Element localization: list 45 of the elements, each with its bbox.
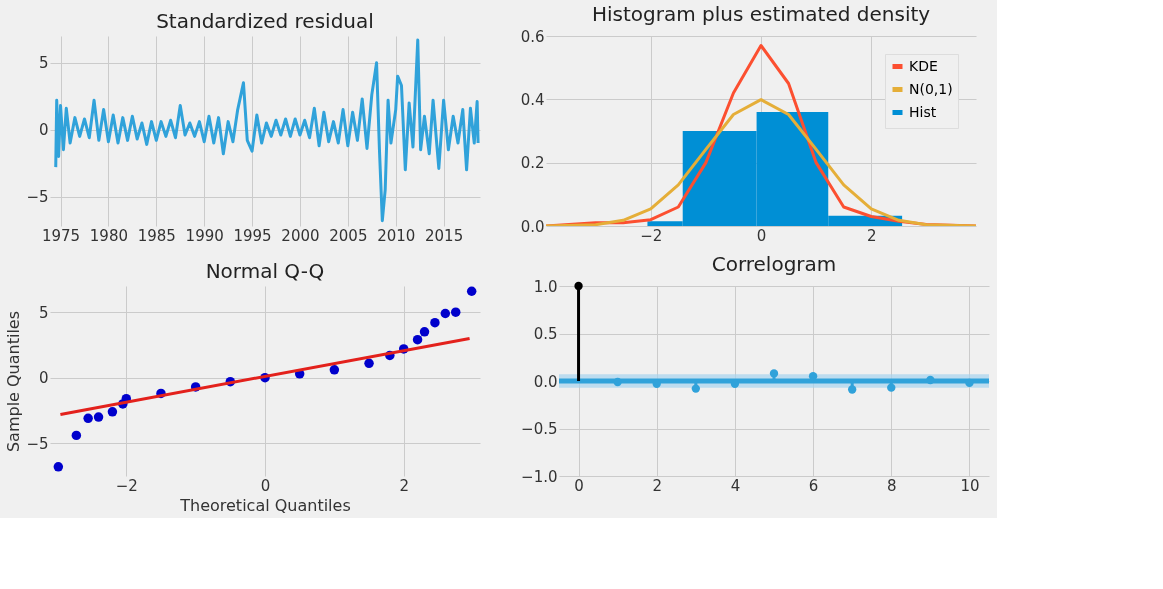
y-tick-label: 0 (38, 121, 49, 140)
y-axis-title: Sample Quantiles (4, 310, 24, 453)
x-tick-label: 1990 (185, 226, 224, 245)
x-tick-label: 1975 (41, 226, 81, 245)
x-tick-label: 0 (756, 226, 767, 245)
x-tick-label: 6 (808, 476, 819, 495)
chart-title: Standardized residual (156, 9, 374, 33)
legend-label: N(0,1) (909, 80, 953, 97)
x-tick-label: 1995 (233, 226, 272, 245)
x-tick-label: 2 (866, 226, 877, 245)
y-tick-label: −5 (26, 434, 49, 453)
x-tick-label: 8 (887, 476, 897, 495)
x-tick-label: 2 (652, 476, 662, 495)
y-tick-label: −1.0 (521, 467, 558, 486)
y-tick-label: −0.5 (521, 420, 558, 438)
x-tick-label: 10 (960, 476, 980, 495)
x-tick-label: 2 (399, 476, 409, 495)
y-tick-label: 0 (38, 369, 49, 388)
y-tick-label: 5 (38, 303, 49, 322)
x-tick-label: 2005 (329, 226, 368, 245)
x-tick-label: −2 (115, 476, 138, 495)
x-axis-title: Theoretical Quantiles (179, 495, 351, 515)
x-tick-label: 1985 (137, 226, 176, 245)
chart-title: Normal Q-Q (205, 259, 325, 283)
y-tick-label: 0.0 (533, 372, 558, 391)
x-tick-label: 4 (730, 476, 741, 495)
y-tick-label: −5 (26, 188, 49, 207)
x-tick-label: 1980 (89, 226, 129, 245)
y-tick-label: 0.4 (520, 90, 545, 109)
x-tick-label: 2000 (281, 226, 320, 245)
x-tick-label: 0 (574, 476, 584, 495)
y-tick-label: 5 (38, 54, 49, 73)
x-tick-label: 0 (260, 476, 271, 495)
y-tick-label: 0.6 (520, 27, 545, 46)
legend-label: KDE (909, 57, 938, 74)
x-tick-label: 2010 (377, 226, 416, 245)
y-tick-label: 0.2 (520, 154, 545, 173)
y-tick-label: 1.0 (533, 277, 558, 296)
y-tick-label: 0.0 (520, 217, 545, 236)
legend-label: Hist (909, 103, 937, 120)
x-tick-label: 2015 (425, 226, 464, 245)
y-tick-label: 0.5 (533, 325, 558, 343)
x-tick-label: −2 (640, 226, 663, 245)
chart-title: Histogram plus estimated density (591, 2, 931, 26)
chart-title: Correlogram (711, 252, 837, 276)
